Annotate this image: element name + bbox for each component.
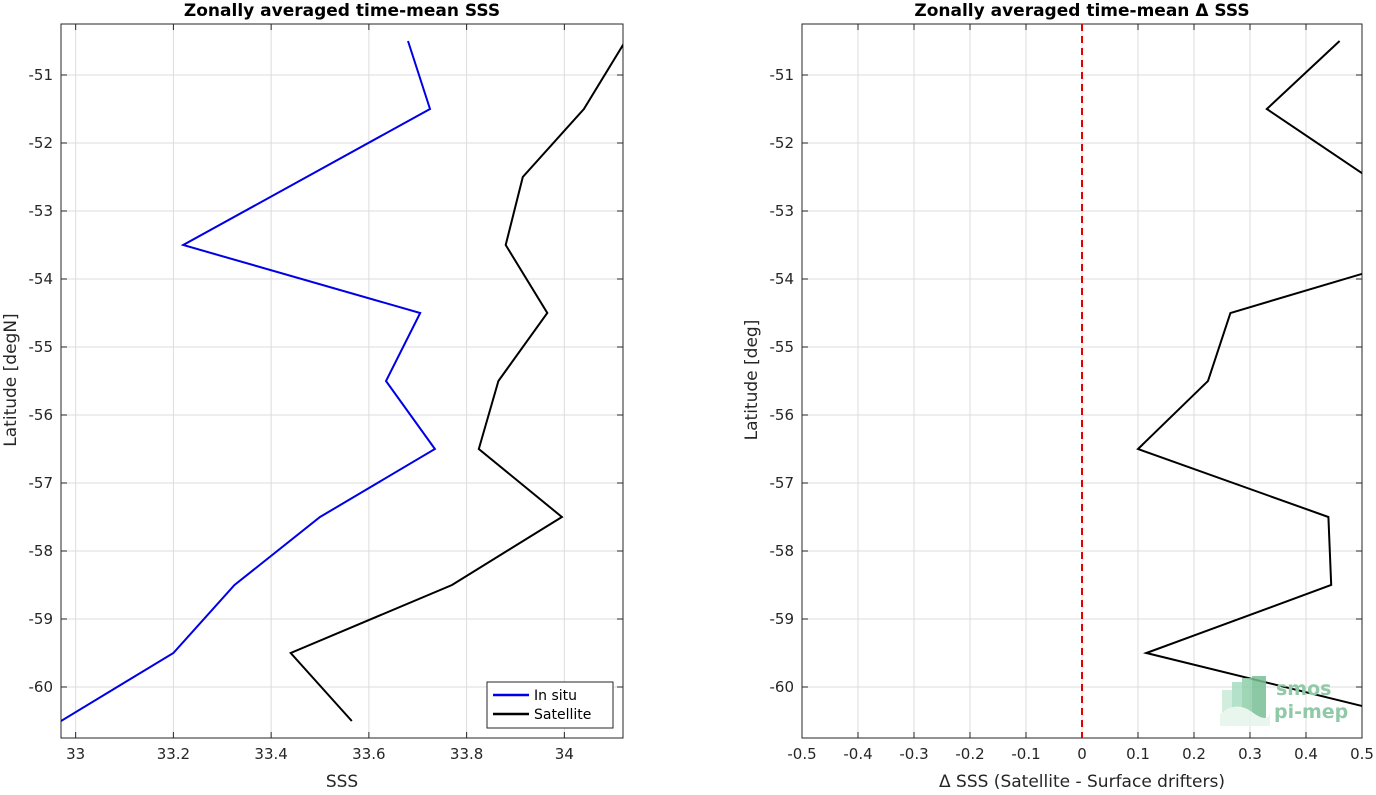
right-y-axis-label: Latitude [deg] <box>742 320 762 441</box>
left-y-tick-label: -59 <box>29 610 54 628</box>
right-x-tick-label: 0.2 <box>1182 745 1206 763</box>
left-y-tick-label: -58 <box>29 542 54 560</box>
legend-box <box>486 681 614 729</box>
right-x-tick-label: -0.5 <box>787 745 816 763</box>
left-y-tick-label: -53 <box>29 202 54 220</box>
logo-waves-icon <box>1220 676 1270 726</box>
left-y-tick-label: -51 <box>29 66 54 84</box>
right-y-tick-label: -54 <box>770 270 795 288</box>
left-chart-title: Zonally averaged time-mean SSS <box>184 1 500 21</box>
left-y-tick-label: -55 <box>29 338 54 356</box>
right-x-axis-label: Δ SSS (Satellite - Surface drifters) <box>939 772 1225 791</box>
right-y-tick-label: -51 <box>770 66 795 84</box>
right-x-tick-label: -0.4 <box>843 745 872 763</box>
left-x-axis-label: SSS <box>326 772 358 791</box>
right-x-tick-label: 0.1 <box>1126 745 1150 763</box>
right-y-tick-label: -55 <box>770 338 795 356</box>
right-x-tick-label: 0 <box>1077 745 1087 763</box>
right-x-tick-label: -0.1 <box>1011 745 1040 763</box>
smos-pi-mep-logo: smos pi-mep <box>1220 676 1348 726</box>
right-y-tick-label: -59 <box>770 610 795 628</box>
right-x-tick-label: -0.3 <box>899 745 928 763</box>
right-y-tick-label: -56 <box>770 406 795 424</box>
left-grid <box>61 24 623 738</box>
left-y-tick-label: -57 <box>29 474 54 492</box>
right-y-tick-label: -58 <box>770 542 795 560</box>
left-y-axis-label: Latitude [degN] <box>1 313 21 446</box>
left-y-tick-label: -60 <box>29 678 54 696</box>
right-x-tick-label: 0.3 <box>1238 745 1262 763</box>
left-x-tick-label: 34 <box>555 745 574 763</box>
left-y-tick-label: -56 <box>29 406 54 424</box>
left-series-line-satellite <box>289 43 623 722</box>
left-series-line-in-situ <box>61 40 437 722</box>
right-x-tick-label: -0.2 <box>955 745 984 763</box>
logo-line2: pi-mep <box>1274 701 1348 723</box>
right-x-tick-label: 0.5 <box>1350 745 1374 763</box>
right-y-tick-label: -60 <box>770 678 795 696</box>
legend-entry-label: In situ <box>534 688 577 704</box>
right-series-line-delta <box>1136 40 1362 708</box>
left-x-tick-label: 33 <box>66 745 85 763</box>
left-y-tick-label: -54 <box>29 270 54 288</box>
left-plot-frame <box>60 23 624 739</box>
logo-line1: smos <box>1276 678 1331 700</box>
right-y-tick-label: -57 <box>770 474 795 492</box>
right-x-tick-label: 0.4 <box>1294 745 1318 763</box>
left-x-tick-label: 33.4 <box>254 745 287 763</box>
legend-entry-label: Satellite <box>534 707 591 723</box>
right-panel-delta-sss: Zonally averaged time-mean Δ SSS Δ SSS (… <box>742 1 1374 792</box>
right-y-tick-label: -52 <box>770 134 795 152</box>
left-legend: In situ Satellite <box>486 681 614 729</box>
left-x-tick-label: 33.6 <box>352 745 385 763</box>
left-panel-sss: Zonally averaged time-mean SSS SSS Latit… <box>1 1 624 792</box>
right-y-tick-label: -53 <box>770 202 795 220</box>
left-y-tick-label: -52 <box>29 134 54 152</box>
left-x-tick-label: 33.8 <box>450 745 483 763</box>
left-x-tick-label: 33.2 <box>157 745 190 763</box>
right-chart-title: Zonally averaged time-mean Δ SSS <box>914 1 1249 21</box>
